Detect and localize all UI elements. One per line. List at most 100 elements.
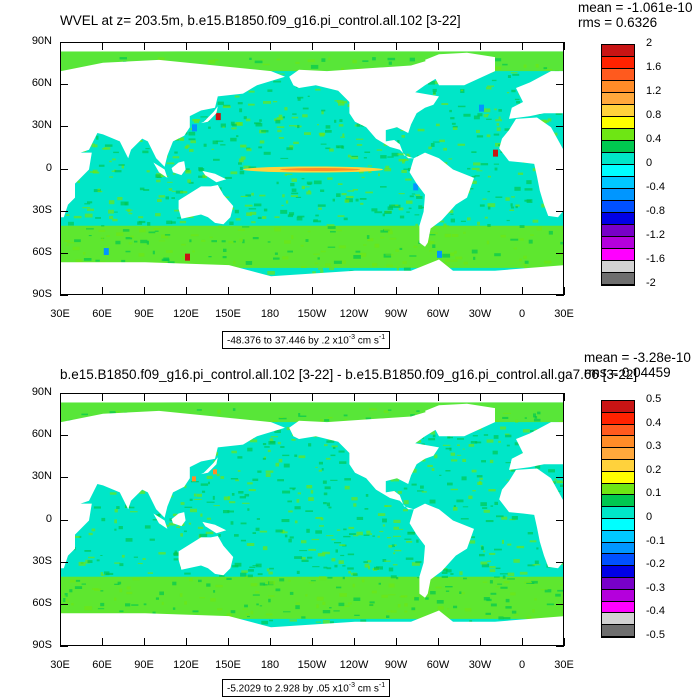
field-speckle — [498, 116, 501, 120]
field-speckle — [172, 581, 177, 586]
field-speckle — [168, 522, 176, 526]
field-speckle — [312, 271, 316, 276]
field-speckle — [138, 253, 145, 257]
field-speckle — [315, 214, 319, 217]
field-speckle — [365, 494, 369, 497]
field-speckle — [255, 563, 262, 568]
field-speckle — [556, 480, 563, 484]
field-speckle — [484, 216, 488, 219]
field-speckle — [257, 216, 262, 219]
colorbar-cell — [602, 117, 634, 129]
y-tick-mark — [60, 519, 68, 521]
field-speckle — [165, 196, 169, 200]
field-speckle — [245, 194, 251, 197]
field-speckle — [189, 239, 192, 243]
field-speckle — [226, 613, 233, 617]
field-speckle — [403, 500, 409, 505]
x-tick-label: 180 — [260, 308, 280, 320]
field-speckle — [274, 252, 278, 255]
field-speckle — [247, 616, 250, 618]
field-speckle — [180, 191, 188, 194]
field-speckle — [485, 612, 491, 615]
field-speckle — [428, 438, 436, 441]
field-speckle — [450, 259, 458, 262]
field-speckle — [273, 80, 282, 83]
field-speckle — [198, 579, 202, 583]
field-speckle — [442, 253, 451, 258]
field-speckle — [275, 462, 279, 467]
field-speckle — [460, 220, 466, 222]
field-speckle — [214, 59, 219, 61]
field-speckle — [343, 528, 347, 531]
field-speckle — [296, 216, 303, 221]
colorbar-label: 0.1 — [646, 487, 662, 500]
land-mask — [289, 408, 439, 510]
land-mask — [61, 59, 285, 218]
field-speckle — [430, 431, 436, 435]
field-speckle — [441, 575, 448, 578]
field-speckle — [337, 215, 345, 217]
field-speckle — [320, 250, 326, 253]
x-tick-mark — [228, 287, 229, 295]
field-speckle — [503, 581, 510, 584]
field-speckle — [168, 188, 173, 191]
field-speckle — [200, 513, 203, 517]
field-speckle — [265, 470, 274, 473]
field-speckle — [336, 529, 341, 531]
field-speckle — [367, 560, 372, 563]
field-speckle — [482, 581, 488, 583]
field-speckle — [534, 598, 537, 601]
colorbar-cell — [602, 213, 634, 225]
colorbar-cell — [602, 613, 634, 626]
field-speckle — [287, 250, 293, 253]
field-speckle — [320, 269, 324, 274]
field-speckle — [238, 158, 244, 163]
y-tick-mark — [60, 84, 68, 86]
field-speckle — [202, 174, 207, 179]
colorbar-cell — [602, 105, 634, 117]
colorbar-cell — [602, 237, 634, 249]
field-speckle — [220, 144, 226, 146]
field-speckle — [330, 621, 334, 624]
field-speckle — [172, 173, 176, 175]
field-speckle — [121, 164, 124, 169]
stat-mean: mean = -1.061e-10 — [578, 0, 693, 15]
x-tick-mark — [354, 638, 355, 646]
field-speckle — [307, 556, 313, 559]
field-speckle — [394, 204, 401, 208]
field-speckle — [495, 119, 502, 122]
field-speckle — [264, 446, 270, 448]
field-speckle — [108, 209, 114, 214]
field-speckle — [524, 260, 529, 264]
field-speckle — [498, 109, 502, 112]
land-mask — [201, 457, 218, 475]
field-speckle — [176, 526, 181, 528]
field-speckle — [261, 130, 269, 133]
field-speckle — [453, 605, 458, 609]
field-speckle — [175, 190, 184, 194]
field-speckle — [460, 89, 463, 92]
y-tick-label: 30N — [31, 470, 52, 483]
field-speckle — [301, 559, 309, 562]
field-speckle — [443, 147, 447, 151]
field-speckle — [289, 125, 297, 127]
field-speckle — [277, 479, 284, 482]
field-speckle — [486, 598, 492, 602]
field-speckle — [199, 597, 205, 599]
field-speckle — [436, 600, 444, 604]
field-speckle — [186, 144, 190, 148]
field-speckle — [519, 225, 525, 228]
x-tick-mark — [480, 638, 481, 646]
field-speckle — [258, 146, 263, 149]
field-speckle — [87, 208, 94, 211]
field-speckle — [507, 75, 511, 78]
field-speckle — [205, 531, 214, 535]
field-speckle — [501, 539, 504, 544]
field-speckle — [362, 60, 369, 62]
field-speckle — [167, 261, 175, 265]
field-speckle — [457, 105, 466, 108]
field-speckle — [432, 88, 437, 92]
field-speckle — [274, 429, 281, 433]
colorbar-label: -2 — [646, 277, 656, 289]
field-speckle — [461, 476, 467, 481]
